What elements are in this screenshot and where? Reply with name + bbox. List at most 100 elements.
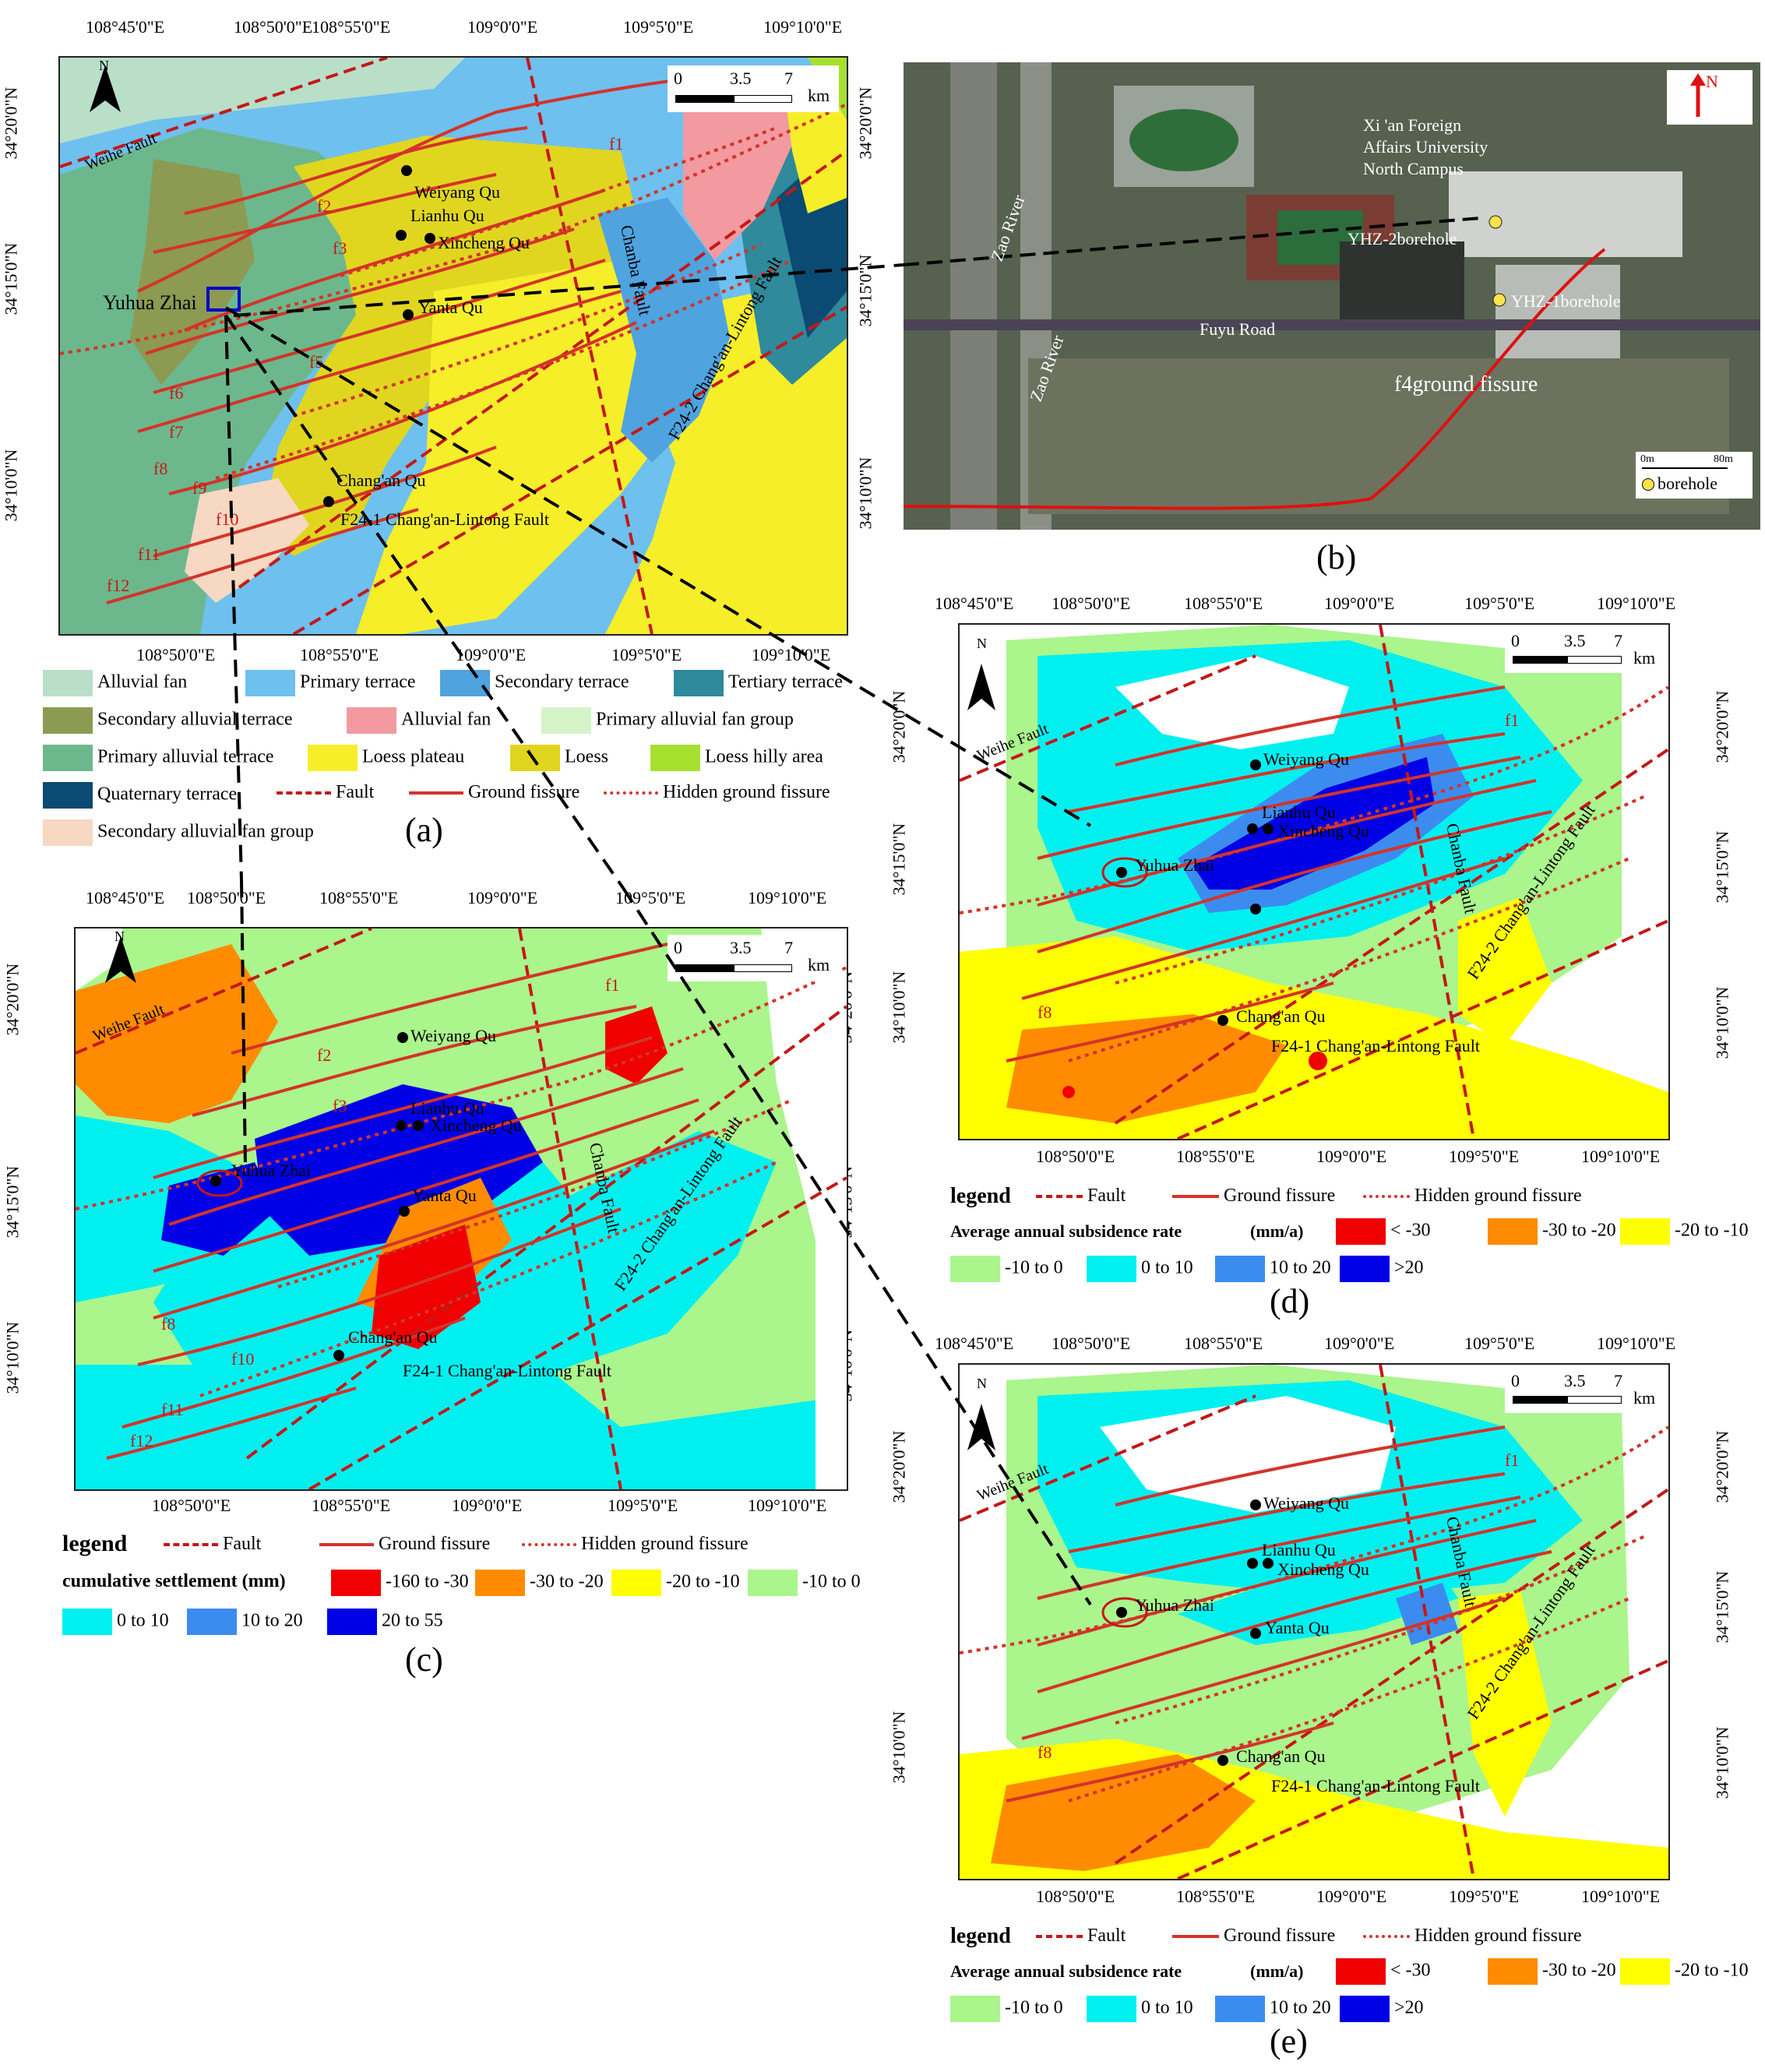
school-label: North Campus [1363, 159, 1464, 178]
swatch [347, 707, 396, 734]
swatch [1620, 1958, 1670, 1985]
swatch [1620, 1218, 1670, 1245]
yuhua-label: Yuhua Zhai [1135, 855, 1215, 875]
swatch [331, 1570, 381, 1596]
legend-c: legend Fault Ground fissure Hidden groun… [62, 1531, 880, 1663]
north-label: N [114, 929, 125, 944]
panel-d: 108°45'0"E 108°50'0"E 108°55'0"E 109°0'0… [889, 592, 1760, 1332]
fissure-label: f8 [161, 1314, 176, 1334]
tick-lon: 108°45'0"E [86, 17, 165, 37]
legend-e: legend Fault Ground fissure Hidden groun… [950, 1924, 1760, 2025]
tick-lat: 34°10'0"N [889, 1711, 909, 1784]
tick-lon: 109°0'0"E [1316, 1887, 1387, 1906]
swatch [611, 1570, 661, 1596]
swatch [1488, 1218, 1538, 1245]
panel-a: 108°45'0"E 108°50'0"E 108°55'0"E 109°0'0… [1, 17, 875, 849]
tick-lon: 109°0'0"E [1316, 1147, 1387, 1166]
swatch [1336, 1218, 1386, 1245]
scale-bar: 0 3.5 7 km [1505, 629, 1661, 673]
tick-lat: 34°10'0"N [1712, 986, 1732, 1059]
f241-label: F24-1 Chang'an-Lintong Fault [1271, 1776, 1480, 1795]
tick-lat: 34°15'0"N [1, 242, 21, 315]
fissure-label: f8 [1038, 1743, 1052, 1762]
swatch [62, 1609, 112, 1635]
subsidence-rate-map-d: N Weihe Fault Weiyang Qu Lianhu Qu Xinch… [958, 623, 1670, 1140]
f241-label: F24-1 Chang'an-Lintong Fault [403, 1361, 611, 1380]
road-label: Fuyu Road [1200, 319, 1276, 339]
tick-lat: 34°20'0"N [855, 86, 875, 160]
tick-lon: 108°50'0"E [152, 1496, 231, 1515]
fissure-label: f2 [317, 196, 332, 216]
tick-lon: 109°0'0"E [467, 17, 538, 37]
yanta-label: Yanta Qu [1265, 1618, 1330, 1637]
tick-lon: 109°0'0"E [467, 888, 538, 907]
north-label: N [977, 1376, 987, 1391]
swatch [1340, 1256, 1390, 1282]
fissure-label: f9 [192, 478, 207, 498]
tick-lon: 109°0'0"E [456, 645, 527, 664]
tick-lat: 34°20'0"N [1712, 1430, 1732, 1503]
fissure-label: f3 [333, 238, 347, 258]
tick-lon: 108°50'0"E [187, 888, 266, 907]
fissure-label: f2 [317, 1045, 332, 1065]
fissure-label: f11 [161, 1400, 184, 1419]
tick-lat: 34°15'0"N [889, 823, 909, 896]
swatch [674, 670, 724, 696]
tick-lon: 109°0'0"E [1324, 1334, 1395, 1353]
swatch [327, 1609, 377, 1635]
tick-lon: 109°10'0"E [1597, 594, 1676, 613]
fissure-label: f1 [609, 134, 624, 153]
tick-lat: 34°10'0"N [1712, 1726, 1732, 1799]
fissure-label: f1 [605, 975, 620, 995]
fissure-label: f10 [216, 509, 239, 529]
swatch [1087, 1996, 1136, 2022]
tick-lon: 109°10'0"E [1581, 1887, 1661, 1906]
tick-lat: 34°10'0"N [855, 456, 875, 530]
weiyang-label: Weiyang Qu [410, 1026, 497, 1045]
tick-lon: 109°10'0"E [748, 888, 827, 907]
swatch [440, 670, 490, 696]
scale-bar: 0m 80m borehole [1636, 452, 1753, 499]
scale-bar: 0 3.5 7 km [1505, 1369, 1661, 1413]
tick-lat: 34°15'0"N [855, 254, 875, 327]
f241-label: F24-1 Chang'an-Lintong Fault [1271, 1036, 1480, 1055]
swatch [43, 745, 93, 771]
changan-label: Chang'an Qu [1236, 1006, 1326, 1026]
panel-label: (e) [1270, 2022, 1308, 2060]
tick-lon: 109°5'0"E [611, 645, 682, 664]
xincheng-label: Xincheng Qu [438, 233, 530, 252]
school-label: Xi 'an Foreign [1363, 115, 1462, 135]
xincheng-label: Xincheng Qu [1277, 821, 1369, 840]
tick-lat: 34°10'0"N [1, 449, 21, 522]
tick-lon: 109°5'0"E [608, 1496, 678, 1515]
tick-lon: 108°55'0"E [1176, 1887, 1256, 1906]
geology-map: N Weihe Fault Weiyang Qu Lianhu Qu Xinch… [58, 56, 848, 636]
yuhua-label: Yuhua Zhai [1135, 1595, 1215, 1615]
cumulative-settlement-map: N Weihe Fault Weiyang Qu Lianhu Qu Xinch… [74, 927, 848, 1491]
weiyang-label: Weiyang Qu [414, 182, 501, 202]
tick-lat: 34°15'0"N [1712, 1570, 1732, 1644]
tick-lon: 109°5'0"E [623, 17, 694, 37]
panel-label: (b) [1316, 538, 1357, 576]
tick-lat: 34°20'0"N [889, 1430, 909, 1503]
tick-lon: 109°5'0"E [1464, 594, 1535, 613]
swatch [1488, 1958, 1538, 1985]
fissure-label: f1 [1505, 1450, 1520, 1470]
borehole-label: YHZ-1borehole [1511, 291, 1621, 311]
tick-lon: 108°50'0"E [1036, 1147, 1115, 1166]
tick-lon: 109°10'0"E [1581, 1147, 1661, 1166]
yuhua-label: Yuhua Zhai [103, 291, 197, 314]
panel-c: 108°45'0"E 108°50'0"E 108°55'0"E 109°0'0… [0, 880, 880, 1690]
swatch [308, 745, 358, 771]
swatch [43, 670, 93, 696]
swatch [748, 1570, 798, 1596]
changan-label: Chang'an Qu [336, 470, 426, 490]
panel-label: (c) [405, 1640, 443, 1679]
xincheng-label: Xincheng Qu [1277, 1559, 1369, 1579]
tick-lon: 109°0'0"E [1324, 594, 1395, 613]
tick-lon: 109°5'0"E [1464, 1334, 1535, 1353]
yanta-label: Yanta Qu [412, 1186, 477, 1205]
swatch [1215, 1996, 1265, 2022]
swatch [1087, 1256, 1136, 1282]
swatch [1336, 1958, 1386, 1985]
